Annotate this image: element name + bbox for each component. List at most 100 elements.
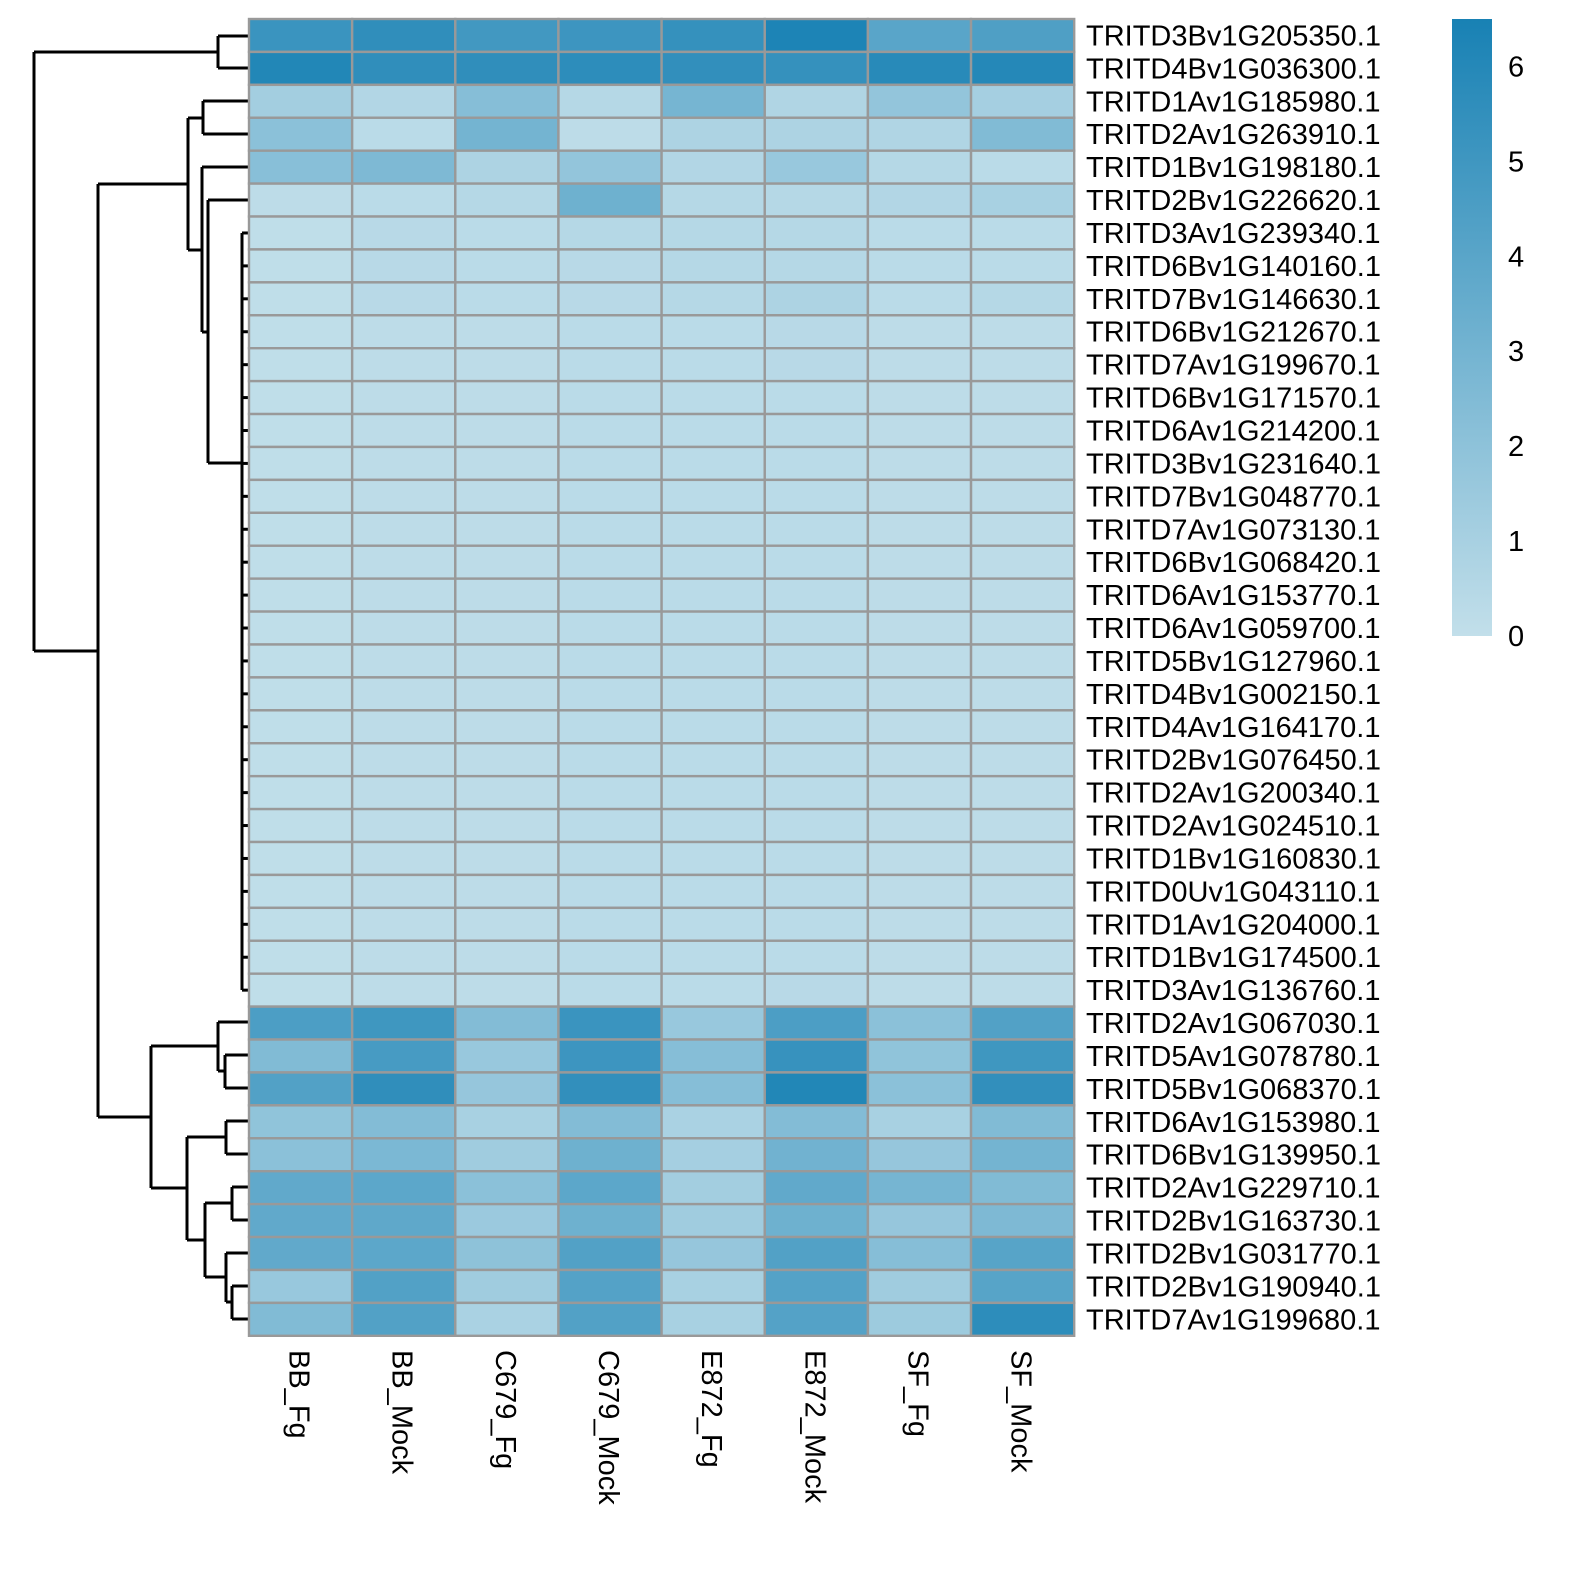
heatmap-cell — [557, 676, 663, 712]
heatmap-cell — [660, 1169, 766, 1206]
heatmap-cell — [247, 807, 354, 844]
heatmap-cell — [969, 577, 1076, 613]
heatmap-cell — [660, 1071, 766, 1107]
heatmap-cell — [763, 906, 870, 942]
heatmap-cell — [247, 347, 354, 383]
heatmap-cell — [454, 314, 560, 350]
heatmap-cell — [660, 1137, 766, 1173]
heatmap-cell — [557, 281, 663, 317]
heatmap-cell — [247, 544, 354, 580]
heatmap-cell — [866, 840, 973, 877]
heatmap-cell — [866, 1301, 973, 1338]
heatmap-cell — [557, 1235, 663, 1272]
heatmap-cell — [866, 774, 973, 811]
heatmap-cell — [969, 643, 1076, 679]
heatmap-cell — [454, 347, 560, 383]
heatmap-cell — [247, 1202, 354, 1239]
heatmap-cell — [866, 116, 973, 152]
heatmap-cell — [454, 511, 560, 547]
heatmap-cell — [660, 511, 766, 547]
heatmap-cell — [247, 1268, 354, 1305]
heatmap-cell — [969, 281, 1076, 317]
heatmap-cell — [557, 83, 663, 119]
heatmap-cell — [763, 709, 870, 745]
heatmap-cell — [350, 709, 457, 745]
column-label: E872_Mock — [798, 1350, 830, 1504]
heatmap-cell — [969, 248, 1076, 284]
heatmap-cell — [350, 478, 457, 515]
row-label: TRITD2Av1G263910.1 — [1086, 119, 1380, 151]
heatmap-cell — [350, 83, 457, 119]
heatmap-cell — [557, 445, 663, 482]
heatmap-cell — [247, 676, 354, 712]
row-label: TRITD1Bv1G160830.1 — [1086, 843, 1381, 875]
heatmap-cell — [660, 17, 766, 54]
heatmap-cell — [969, 182, 1076, 218]
heatmap-cell — [660, 149, 766, 185]
heatmap-cell — [969, 939, 1076, 975]
heatmap-cell — [660, 50, 766, 87]
heatmap-cell — [350, 511, 457, 547]
heatmap-cell — [763, 807, 870, 844]
heatmap-cell — [660, 774, 766, 811]
heatmap-cell — [350, 314, 457, 350]
heatmap-cell — [969, 1005, 1076, 1041]
heatmap-cell — [247, 1301, 354, 1338]
heatmap-cell — [454, 807, 560, 844]
heatmap-cell — [247, 17, 354, 54]
row-label: TRITD0Uv1G043110.1 — [1086, 876, 1380, 908]
column-label: BB_Fg — [283, 1350, 315, 1439]
heatmap-cell — [557, 544, 663, 580]
heatmap-cell — [969, 83, 1076, 119]
heatmap-cell — [969, 478, 1076, 515]
heatmap-cell — [557, 248, 663, 284]
heatmap-cell — [454, 1104, 560, 1140]
heatmap-cell — [350, 17, 457, 54]
heatmap-cell — [660, 1005, 766, 1041]
heatmap-cell — [454, 1235, 560, 1272]
heatmap-cell — [557, 1169, 663, 1206]
heatmap-cell — [866, 412, 973, 449]
heatmap-cell — [866, 906, 973, 942]
heatmap-cell — [454, 972, 560, 1008]
heatmap-cell — [247, 1005, 354, 1041]
row-label: TRITD5Av1G078780.1 — [1086, 1041, 1380, 1073]
heatmap-cell — [763, 1301, 870, 1338]
heatmap-cell — [350, 182, 457, 218]
heatmap-cell — [866, 478, 973, 515]
heatmap-cell — [763, 544, 870, 580]
heatmap-cell — [557, 182, 663, 218]
colorbar-tick-label: 3 — [1508, 336, 1524, 368]
heatmap-cell — [660, 939, 766, 975]
heatmap-cell — [866, 972, 973, 1008]
heatmap-cell — [350, 774, 457, 811]
colorbar-tick-label: 0 — [1508, 621, 1524, 653]
row-label: TRITD2Bv1G226620.1 — [1086, 185, 1381, 217]
heatmap-cell — [660, 1301, 766, 1338]
heatmap-cell — [969, 511, 1076, 547]
row-dendrogram — [32, 34, 249, 1321]
row-label: TRITD6Bv1G068420.1 — [1086, 547, 1381, 579]
heatmap-cell — [247, 939, 354, 975]
heatmap-cell — [866, 248, 973, 284]
heatmap-cell — [247, 1038, 354, 1074]
heatmap-cell — [454, 281, 560, 317]
heatmap-cell — [557, 1005, 663, 1041]
row-label: TRITD6Bv1G139950.1 — [1086, 1140, 1381, 1172]
heatmap-cell — [557, 511, 663, 547]
heatmap-cell — [969, 116, 1076, 152]
heatmap-cell — [969, 544, 1076, 580]
heatmap-cell — [557, 807, 663, 844]
heatmap-cell — [557, 610, 663, 646]
row-label: TRITD1Av1G204000.1 — [1086, 909, 1380, 941]
heatmap-cell — [969, 1301, 1076, 1338]
heatmap-cell — [969, 1235, 1076, 1272]
heatmap-cell — [454, 1268, 560, 1305]
heatmap-cell — [969, 347, 1076, 383]
heatmap-cell — [350, 215, 457, 251]
heatmap-cell — [454, 412, 560, 449]
heatmap-cell — [866, 83, 973, 119]
heatmap-cell — [660, 248, 766, 284]
heatmap-cell — [350, 1169, 457, 1206]
heatmap-cell — [866, 939, 973, 975]
